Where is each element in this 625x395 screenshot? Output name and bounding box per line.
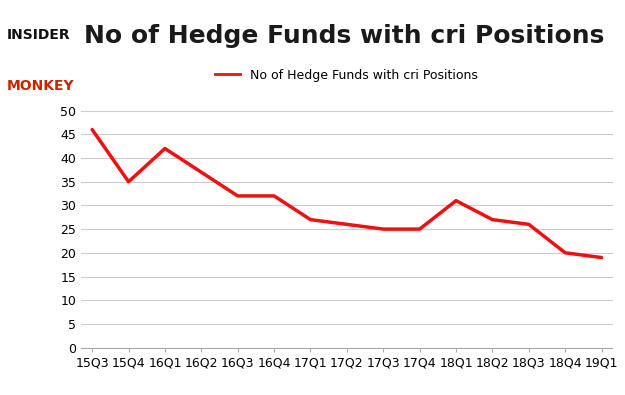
Text: No of Hedge Funds with cri Positions: No of Hedge Funds with cri Positions [84, 24, 604, 48]
Text: INSIDER: INSIDER [6, 28, 70, 41]
Text: MONKEY: MONKEY [6, 79, 74, 93]
Legend: No of Hedge Funds with cri Positions: No of Hedge Funds with cri Positions [211, 64, 483, 87]
